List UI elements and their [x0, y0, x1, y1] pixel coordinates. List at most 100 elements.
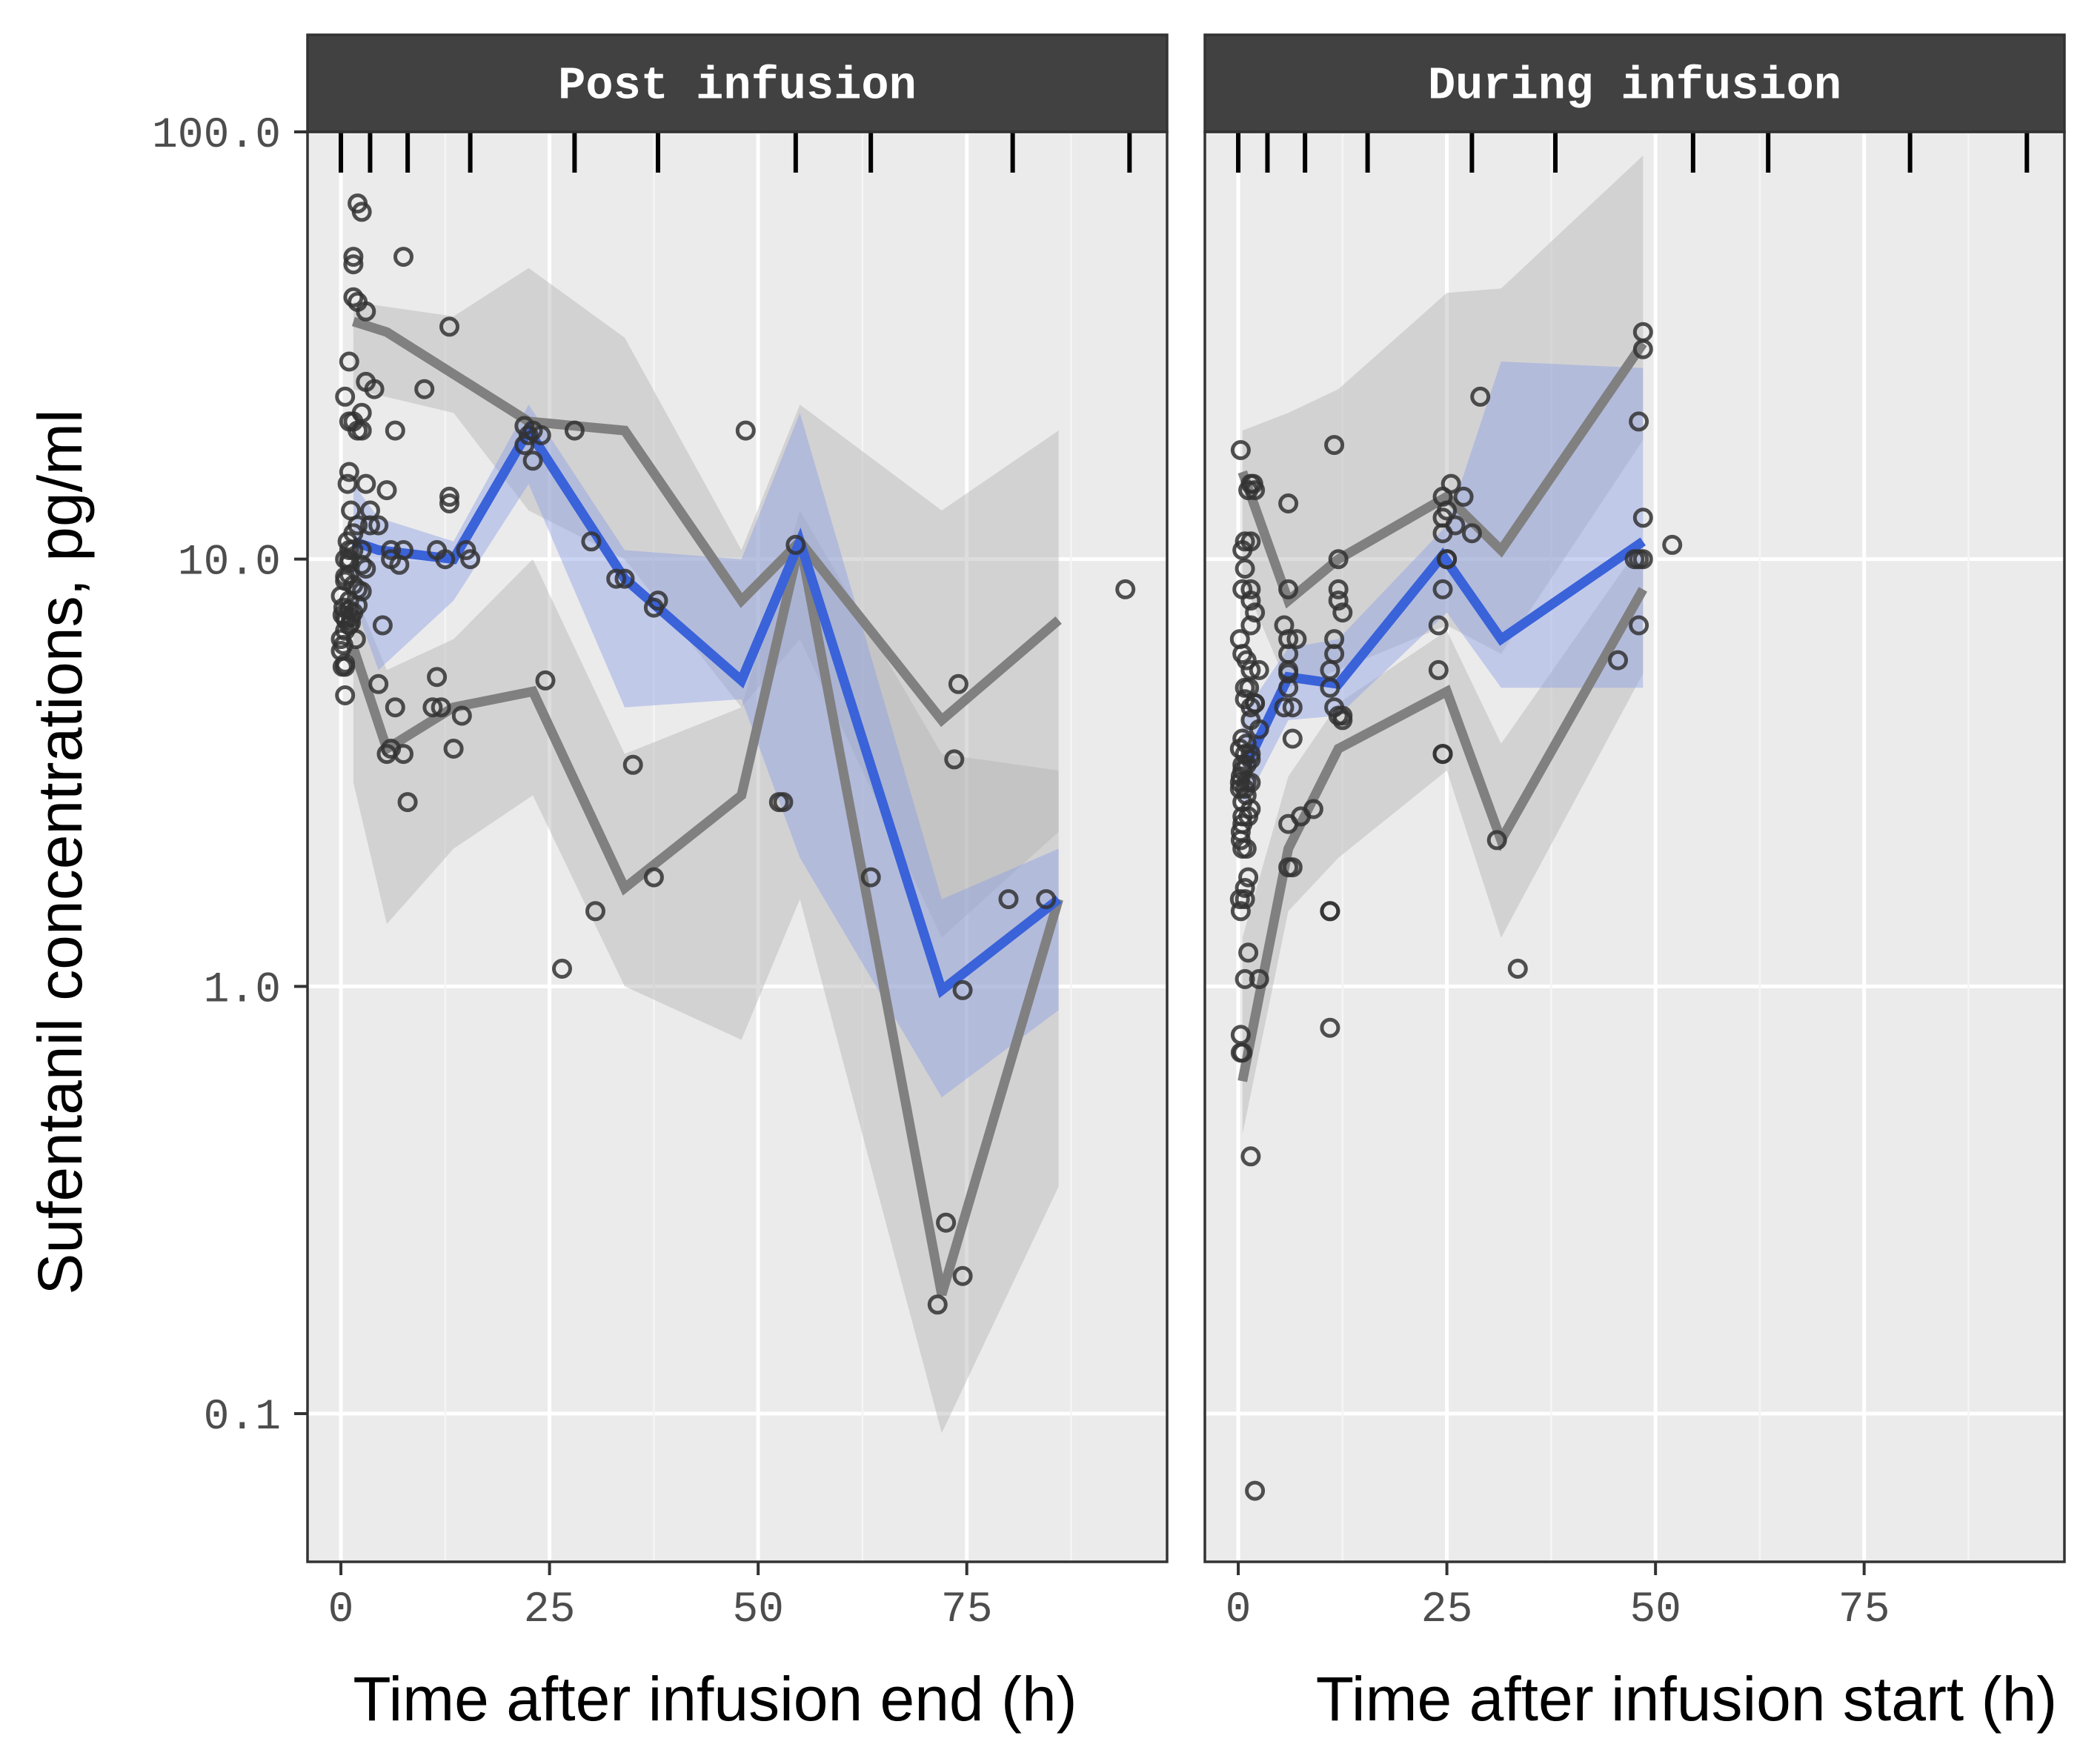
- observation-point: [1632, 508, 1653, 528]
- observation-point: [1324, 435, 1345, 456]
- y-tick-label: 1.0: [204, 966, 281, 1014]
- observation-point: [1236, 839, 1257, 859]
- observation-point: [552, 959, 572, 979]
- observation-point: [451, 705, 472, 726]
- x-axis-title: Time after infusion end (h): [353, 1664, 1077, 1734]
- observations: [1229, 322, 1683, 1501]
- median-ci-band: [353, 405, 1059, 1098]
- observation-point: [364, 379, 385, 399]
- observation-point: [381, 540, 402, 560]
- x-tick-label: 50: [1629, 1586, 1681, 1634]
- observation-point: [1453, 486, 1474, 507]
- observation-point: [1437, 549, 1458, 570]
- panel-post-infusion: Post infusion 0 25 50 75 Time after infusion …: [306, 33, 1169, 1734]
- observation-point: [1235, 878, 1255, 898]
- observation-point: [1240, 1146, 1261, 1167]
- observation-point: [427, 667, 448, 688]
- observation-point: [1332, 602, 1353, 623]
- observation-point: [1328, 590, 1349, 611]
- observation-point: [372, 615, 393, 636]
- observation-point: [927, 1294, 948, 1315]
- observation-point: [439, 486, 459, 507]
- observation-point: [1232, 1042, 1253, 1063]
- observation-point: [1286, 629, 1307, 650]
- observation-point: [1441, 473, 1461, 494]
- bin-rug: [339, 132, 1132, 173]
- observation-point: [335, 386, 356, 407]
- observation-point: [1238, 867, 1259, 888]
- observation-point: [768, 792, 789, 813]
- x-tick-label: 25: [524, 1586, 576, 1634]
- observation-point: [1240, 697, 1261, 718]
- observation-point: [1332, 710, 1353, 731]
- observation-point: [1632, 339, 1653, 359]
- observed-p95-line: [351, 316, 1062, 728]
- observation-point: [518, 425, 539, 445]
- observation-point: [1632, 549, 1653, 570]
- observation-point: [1240, 590, 1261, 611]
- observation-point: [397, 792, 418, 813]
- observation-point: [422, 697, 443, 718]
- observation-point: [614, 568, 635, 589]
- observation-point: [1249, 719, 1269, 739]
- observation-point: [1320, 677, 1340, 698]
- observation-point: [356, 473, 376, 494]
- observation-point: [735, 420, 756, 441]
- observation-point: [622, 754, 643, 775]
- observation-point: [1278, 663, 1299, 684]
- observation-point: [1282, 728, 1303, 749]
- observation-point: [368, 515, 389, 536]
- observation-point: [335, 685, 356, 705]
- observation-point: [356, 301, 376, 322]
- observation-point: [348, 420, 368, 441]
- observation-point: [585, 901, 605, 922]
- observation-point: [860, 867, 881, 888]
- observation-point: [1282, 697, 1303, 718]
- observation-point: [1115, 579, 1136, 599]
- observations: [330, 193, 1136, 1315]
- facet-strip: [306, 33, 1169, 133]
- observation-point: [1282, 857, 1303, 878]
- observation-point: [1320, 1017, 1340, 1038]
- observation-point: [1235, 559, 1255, 579]
- observation-point: [335, 656, 356, 677]
- observation-point: [1507, 959, 1528, 979]
- observation-point: [1238, 480, 1259, 501]
- y-tick-label: 10.0: [178, 539, 281, 588]
- observation-point: [1245, 1480, 1266, 1501]
- observation-point: [439, 493, 459, 513]
- observed-p05-line: [1237, 587, 1647, 1082]
- observation-point: [535, 670, 556, 691]
- observation-point: [1608, 650, 1628, 671]
- observation-point: [393, 540, 413, 560]
- observation-point: [439, 316, 459, 337]
- facet-strip-title: During infusion: [1428, 60, 1841, 113]
- observation-point: [1470, 386, 1491, 407]
- y-tick-label: 100.0: [152, 112, 281, 160]
- observation-point: [643, 867, 664, 888]
- facet-strip-title: Post infusion: [558, 60, 917, 113]
- observation-point: [1662, 534, 1683, 555]
- observation-point: [1036, 889, 1057, 910]
- observation-point: [356, 559, 376, 579]
- observation-point: [431, 697, 451, 718]
- x-tick-label: 0: [328, 1586, 354, 1634]
- observation-point: [435, 549, 456, 570]
- observation-point: [385, 697, 405, 718]
- p05-ci-band: [1242, 541, 1644, 1135]
- observation-point: [1320, 901, 1340, 922]
- observation-point: [1249, 969, 1269, 989]
- observation-point: [385, 420, 405, 441]
- observation-point: [1278, 579, 1299, 599]
- observation-point: [1229, 889, 1250, 910]
- observation-point: [1245, 480, 1266, 501]
- panel-content: [330, 193, 1136, 1434]
- observation-point: [1240, 615, 1261, 636]
- panel-content: [1229, 156, 1683, 1501]
- observation-point: [1230, 440, 1251, 460]
- observation-point: [1461, 523, 1482, 544]
- observation-point: [1629, 615, 1649, 636]
- x-tick-label: 50: [732, 1586, 784, 1634]
- observation-point: [1278, 493, 1299, 513]
- observation-point: [1249, 659, 1269, 680]
